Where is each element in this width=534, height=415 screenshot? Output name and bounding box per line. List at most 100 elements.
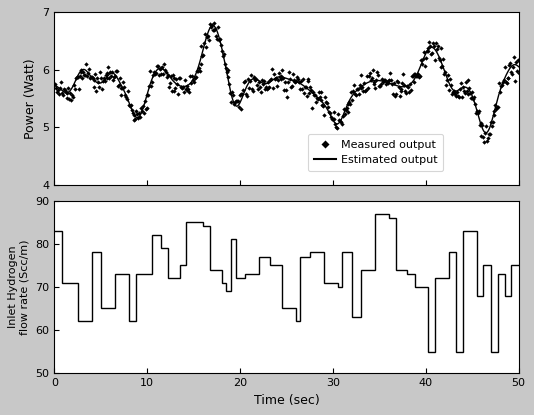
Point (284, 79, 292, 85)
Point (272, 75, 280, 81)
Point (381, 81, 390, 87)
Point (224, 74, 233, 81)
Point (328, 116, 337, 122)
Point (315, 94, 324, 101)
Point (488, 123, 496, 129)
Point (195, 67, 204, 74)
Point (513, 68, 521, 75)
Point (431, 40, 440, 46)
Point (255, 78, 263, 85)
Point (101, 71, 110, 78)
Point (166, 80, 174, 87)
Point (340, 105, 348, 112)
Point (420, 63, 429, 69)
Point (355, 82, 364, 88)
Point (351, 91, 360, 98)
Point (266, 76, 274, 83)
Point (316, 97, 325, 104)
Point (211, 25, 219, 32)
Point (449, 89, 457, 95)
Point (254, 85, 263, 92)
Point (83, 73, 91, 80)
Point (78, 75, 87, 82)
Point (337, 119, 345, 125)
Point (63, 89, 72, 96)
Point (160, 61, 169, 68)
Point (208, 27, 217, 33)
Point (391, 90, 400, 97)
Point (449, 90, 458, 96)
Point (370, 81, 379, 87)
Point (398, 80, 407, 86)
Point (345, 99, 354, 105)
Point (417, 57, 425, 63)
Point (334, 111, 342, 118)
Point (276, 74, 284, 81)
Point (458, 93, 466, 100)
Point (336, 118, 344, 124)
Point (246, 78, 254, 85)
Point (455, 94, 464, 100)
Point (221, 61, 229, 67)
Point (261, 86, 269, 93)
Point (461, 79, 470, 85)
Point (110, 74, 119, 81)
Point (281, 79, 289, 85)
Point (67, 97, 75, 103)
Point (64, 85, 73, 91)
Point (419, 56, 427, 62)
Point (80, 72, 89, 78)
Point (52, 84, 60, 91)
Point (148, 79, 156, 85)
Point (330, 116, 339, 122)
Point (264, 78, 273, 85)
Point (429, 40, 437, 46)
Point (321, 93, 329, 100)
Point (392, 78, 401, 84)
Point (319, 102, 327, 109)
Point (444, 71, 452, 78)
Point (114, 82, 123, 88)
Point (178, 85, 186, 91)
Point (434, 43, 442, 49)
Point (318, 102, 327, 109)
Point (273, 76, 282, 83)
Point (223, 66, 232, 73)
Point (342, 105, 351, 111)
Point (91, 70, 100, 77)
Point (236, 105, 245, 112)
Point (171, 85, 179, 91)
Point (247, 86, 256, 93)
Point (312, 99, 320, 105)
Point (228, 89, 237, 95)
Point (380, 77, 388, 83)
Point (192, 74, 200, 81)
Point (382, 79, 391, 86)
Point (304, 78, 313, 84)
Point (150, 68, 158, 75)
Point (70, 82, 78, 89)
Point (385, 77, 394, 84)
Point (311, 91, 319, 98)
Point (402, 90, 411, 96)
Point (190, 78, 198, 85)
Point (105, 75, 114, 81)
Point (232, 98, 240, 105)
Point (506, 60, 515, 66)
Point (233, 97, 242, 104)
Point (187, 80, 195, 86)
Point (53, 88, 61, 95)
Point (366, 70, 374, 76)
Point (185, 88, 194, 95)
Point (127, 102, 135, 108)
Point (235, 91, 244, 98)
Point (303, 76, 312, 82)
Point (179, 89, 188, 95)
Point (483, 138, 491, 144)
Point (140, 98, 149, 104)
Point (460, 89, 469, 96)
Point (376, 81, 385, 87)
Point (156, 65, 165, 71)
Point (100, 78, 109, 84)
Point (423, 45, 432, 51)
